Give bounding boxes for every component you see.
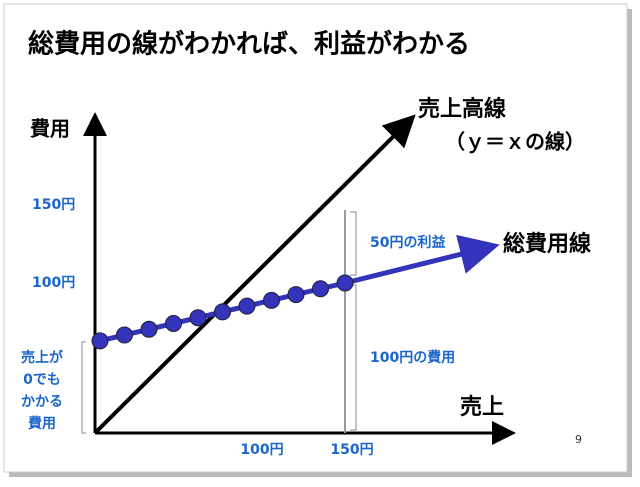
total-cost-line-label: 総費用線 [503,231,591,257]
fixed-cost-note: 費用 [28,415,56,432]
page-number: 9 [575,433,582,446]
x-axis-label: 売上 [460,394,504,420]
cost-point [165,314,182,332]
x-tick-label: 100円 [240,442,283,458]
bracket [350,211,357,276]
cost-point [214,303,231,321]
profit-note: 50円の利益 [370,234,445,251]
fixed-cost-note: 売上が [21,349,64,366]
fixed-cost-note: かかる [21,394,63,410]
cost-point [91,332,109,350]
slide-page [3,3,628,473]
sales-line [93,114,416,435]
title: 総費用の線がわかれば、利益がわかる [28,29,470,60]
total-cost-line [344,234,500,286]
cost-point [140,320,158,338]
cost-point [312,280,329,298]
cost-point [287,286,305,304]
cost-note: 100円の費用 [370,349,455,366]
y-axis-label: 費用 [30,117,70,141]
cost-point [116,326,133,344]
fixed-cost-note: 0でも [23,372,61,388]
sales-line-label: 売上高線 [418,96,506,122]
y-tick-label: 100円 [32,275,75,291]
cost-point [263,291,280,309]
cost-point [189,309,207,327]
y-tick-label: 150円 [32,197,75,213]
cost-point [336,274,354,292]
x-tick-label: 150円 [330,442,373,458]
bracket [81,341,86,434]
cost-points [91,274,354,350]
cost-point [238,297,256,315]
sales-line-note: （ｙ＝ｘの線） [445,130,585,155]
